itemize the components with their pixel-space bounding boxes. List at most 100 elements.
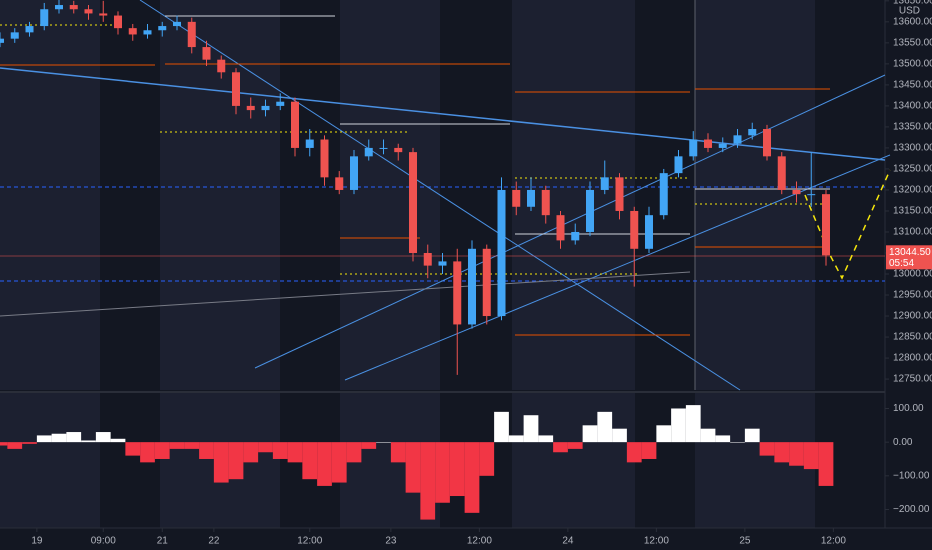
oscillator-bar xyxy=(759,442,775,456)
candle-body xyxy=(99,13,108,16)
candle-body xyxy=(10,32,19,39)
oscillator-bar xyxy=(789,442,804,466)
oscillator-bar xyxy=(302,442,318,480)
oscillator-bar xyxy=(287,442,303,463)
oscillator-bar xyxy=(184,442,200,449)
oscillator-bar xyxy=(81,440,96,443)
oscillator-bar xyxy=(22,442,37,444)
candle-body xyxy=(630,210,639,249)
y-tick-label: 13550.00 xyxy=(893,38,932,49)
oscillator-bar xyxy=(51,433,67,443)
x-tick-label: 12:00 xyxy=(297,536,322,547)
y-tick-label: 13350.00 xyxy=(893,122,932,133)
x-tick-label: 09:00 xyxy=(91,536,116,547)
candle-body xyxy=(659,173,668,216)
currency: USD xyxy=(899,6,920,17)
candle-body xyxy=(394,147,403,153)
candle-body xyxy=(0,38,4,43)
y-tick-label: 13000.00 xyxy=(893,269,932,280)
oscillator-bar xyxy=(125,442,141,456)
oscillator-bar xyxy=(95,432,111,443)
candle-body xyxy=(350,156,358,190)
y-tick-label: 13400.00 xyxy=(893,101,932,112)
x-tick-label: 25 xyxy=(739,536,751,547)
candle-body xyxy=(423,252,432,266)
candle-body xyxy=(497,189,506,317)
oscillator-bar xyxy=(612,428,627,443)
oscillator-bar xyxy=(464,442,480,513)
x-tick-label: 12:00 xyxy=(821,536,846,547)
candle-body xyxy=(468,248,476,325)
oscillator-bar xyxy=(169,442,185,449)
oscillator-bar xyxy=(818,442,834,486)
candle-body xyxy=(364,147,373,157)
oscillator-bar xyxy=(449,442,465,497)
oscillator-bar xyxy=(479,442,495,476)
candle-body xyxy=(615,177,624,211)
oscillator-bar xyxy=(803,442,819,470)
candle-body xyxy=(763,129,771,157)
candle-body xyxy=(512,189,521,207)
oscillator-bar xyxy=(0,442,8,446)
x-tick-label: 19 xyxy=(31,536,43,547)
y-tick-label: 100.00 xyxy=(893,403,924,414)
candle-body xyxy=(792,189,801,195)
oscillator-bar xyxy=(36,435,52,443)
oscillator-bar xyxy=(317,442,332,486)
y-tick-label: 13100.00 xyxy=(893,227,932,238)
oscillator-bar xyxy=(66,432,82,443)
oscillator-bar xyxy=(7,442,23,449)
x-tick-label: 23 xyxy=(385,536,397,547)
candle-body xyxy=(261,105,270,111)
candle-body xyxy=(718,143,727,148)
oscillator-bar xyxy=(671,408,686,443)
oscillator-bar xyxy=(597,411,613,443)
candle-body xyxy=(173,21,181,27)
candle-body xyxy=(527,189,535,207)
candle-body xyxy=(246,105,255,111)
oscillator-bar xyxy=(700,428,716,443)
y-tick-label: 12800.00 xyxy=(893,353,932,364)
y-tick-label: 13500.00 xyxy=(893,59,932,70)
oscillator-bar xyxy=(228,442,244,480)
y-tick-label: 12850.00 xyxy=(893,332,932,343)
candle-body xyxy=(600,177,609,190)
y-tick-label: 12950.00 xyxy=(893,290,932,301)
candle-body xyxy=(748,129,757,136)
candle-body xyxy=(777,156,786,190)
oscillator-bar xyxy=(435,442,450,503)
candle-body xyxy=(25,26,34,33)
candle-body xyxy=(202,47,211,60)
x-tick-label: 22 xyxy=(208,536,220,547)
candle-body xyxy=(571,231,580,241)
y-tick-label: 13250.00 xyxy=(893,164,932,175)
oscillator-bar xyxy=(346,442,362,463)
oscillator-bar xyxy=(582,425,598,443)
y-tick-label: 13200.00 xyxy=(893,185,932,196)
oscillator-bar xyxy=(744,428,760,443)
candle-body xyxy=(453,261,462,325)
candle-body xyxy=(143,30,152,35)
x-tick-label: 12:00 xyxy=(644,536,669,547)
countdown: 05:54 xyxy=(889,258,914,269)
oscillator-bar xyxy=(523,415,539,443)
oscillator-bar xyxy=(110,438,126,443)
candle-body xyxy=(438,261,447,266)
y-tick-label: 13150.00 xyxy=(893,206,932,217)
y-tick-label: 0.00 xyxy=(893,437,913,448)
oscillator-bar xyxy=(508,435,524,443)
candle-body xyxy=(807,194,816,196)
oscillator-bar xyxy=(685,405,701,443)
candle-body xyxy=(114,15,122,29)
candle-body xyxy=(55,5,63,10)
candle-body xyxy=(305,139,314,148)
last-price-box xyxy=(886,245,932,270)
last-price-label: 13044.50 xyxy=(889,247,931,258)
oscillator-bar xyxy=(361,442,377,449)
y-tick-label: 13450.00 xyxy=(893,80,932,91)
oscillator-bar xyxy=(243,442,259,463)
candle-body xyxy=(409,152,417,253)
oscillator-bar xyxy=(420,442,436,520)
candle-body xyxy=(482,248,491,317)
